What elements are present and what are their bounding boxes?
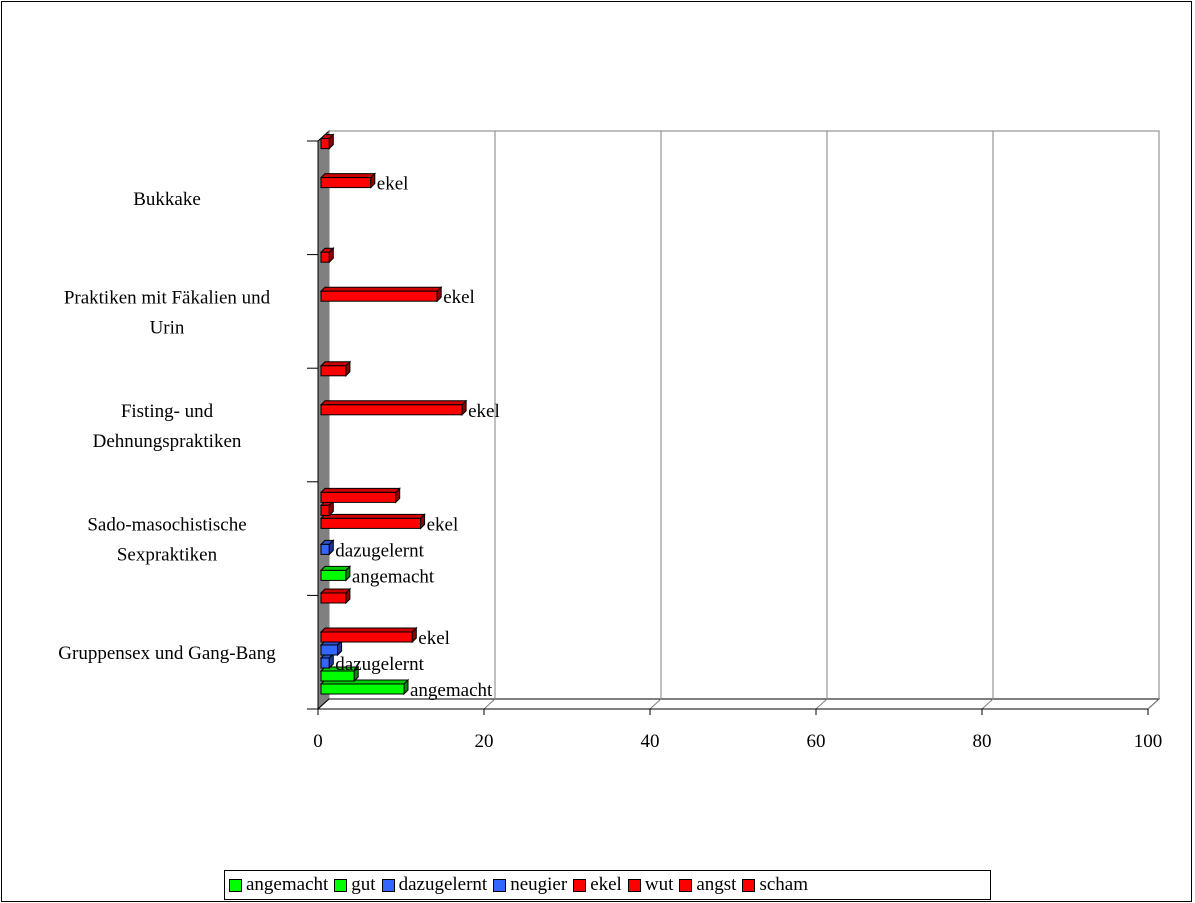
legend-item: neugier	[493, 874, 567, 896]
bar-angst	[320, 491, 397, 503]
bar-top-ekel	[319, 627, 418, 633]
legend-label: gut	[351, 874, 376, 895]
bar-end-scham	[328, 246, 334, 264]
plot-walls	[316, 129, 1161, 711]
bar-end-ekel	[411, 626, 417, 644]
bar-top-angst	[319, 487, 401, 493]
data-label: ekel	[468, 401, 500, 422]
bar-scham	[320, 365, 347, 377]
labels: 0 20 40 60 80 100 Gruppensex und Gang-Bang Sado…	[58, 174, 1162, 752]
category-label: Dehnungspraktiken	[93, 431, 242, 452]
bar-top-ekel	[319, 400, 468, 406]
category-label: Fisting- und	[121, 401, 214, 422]
legend-swatch	[229, 878, 242, 892]
legend-item: angst	[679, 874, 736, 896]
bar-end-dazugelernt	[328, 539, 334, 556]
legend-swatch	[493, 878, 507, 892]
data-label: dazugelernt	[335, 654, 424, 675]
legend-item: wut	[627, 874, 674, 896]
gridline-floor	[483, 698, 496, 710]
bar-end-scham	[345, 587, 351, 605]
bar-wut	[320, 504, 330, 516]
legend-swatch	[679, 878, 693, 892]
bar-top-ekel	[319, 286, 443, 292]
bar-top-ekel	[319, 173, 377, 179]
legend-swatch	[627, 878, 641, 892]
data-label: ekel	[443, 287, 475, 308]
category-label: Sexpraktiken	[117, 545, 218, 566]
x-tick-label: 100	[1134, 731, 1163, 752]
legend-swatch	[381, 878, 395, 892]
legend: angemacht gut dazugelernt neugier ekel wut ang…	[224, 870, 991, 900]
data-label: ekel	[427, 514, 459, 535]
gridlines	[483, 131, 1160, 710]
bar-top-ekel	[319, 513, 426, 519]
legend-item: dazugelernt	[381, 874, 488, 896]
legend-label: dazugelernt	[398, 874, 488, 895]
data-label: dazugelernt	[335, 540, 424, 561]
legend-label: wut	[644, 874, 674, 895]
gridline-floor	[981, 698, 994, 710]
legend-label: angemacht	[246, 874, 329, 895]
bar-top-scham	[319, 588, 352, 594]
bar-angemacht	[320, 569, 347, 581]
category-label: Gruppensex und Gang-Bang	[58, 643, 276, 664]
x-tick-label: 60	[807, 731, 826, 752]
bar-ekel	[320, 631, 413, 643]
bar-end-ekel	[436, 285, 442, 303]
bar-top-scham	[319, 361, 352, 367]
legend-swatch	[742, 878, 756, 892]
bar-angemacht	[320, 683, 405, 695]
bar-end-gut	[353, 665, 359, 683]
bar-end-scham	[328, 133, 334, 150]
legend-label: scham	[759, 874, 808, 895]
gridline-floor	[815, 698, 828, 710]
legend-swatch	[334, 878, 348, 892]
legend-swatch	[573, 878, 587, 892]
bar-ekel	[320, 404, 463, 416]
legend-label: angst	[696, 874, 737, 895]
data-label: angemacht	[410, 680, 493, 701]
bar-scham	[320, 251, 330, 263]
x-tick-label: 40	[641, 731, 660, 752]
bar-dazugelernt	[320, 657, 330, 669]
bar-end-angemacht	[345, 565, 351, 582]
bar-top-angemacht	[319, 565, 352, 571]
bars	[319, 133, 468, 696]
bar-end-ekel	[420, 513, 426, 530]
legend-label: neugier	[510, 874, 568, 895]
bar-ekel	[320, 177, 372, 189]
category-label: Urin	[150, 317, 185, 338]
category-label: Bukkake	[133, 189, 201, 210]
bar-dazugelernt	[320, 543, 330, 555]
legend-label: ekel	[590, 874, 622, 895]
x-tick-label: 80	[973, 731, 992, 752]
bar-ekel	[320, 290, 438, 302]
gridline-floor	[1147, 698, 1160, 710]
legend-item: ekel	[573, 874, 622, 896]
gridline-floor	[649, 698, 662, 710]
bar-end-angst	[395, 487, 401, 504]
bar-ekel	[320, 517, 422, 529]
x-tick-label: 20	[475, 731, 494, 752]
bar-end-angemacht	[403, 678, 409, 696]
bar-scham	[320, 592, 347, 604]
data-label: ekel	[418, 628, 450, 649]
data-label: angemacht	[352, 566, 435, 587]
legend-item: scham	[742, 874, 808, 896]
x-tick-label: 0	[313, 731, 323, 752]
bar-scham	[320, 138, 330, 150]
data-label: ekel	[377, 174, 409, 195]
category-label: Sado-masochistische	[87, 515, 246, 536]
bar-end-ekel	[370, 172, 376, 189]
side-wall	[317, 129, 330, 711]
legend-item: angemacht	[229, 874, 328, 896]
bar-end-scham	[345, 360, 351, 378]
bar-end-ekel	[461, 399, 467, 417]
axes	[307, 140, 1149, 715]
legend-item: gut	[334, 874, 376, 896]
category-label: Praktiken mit Fäkalien und	[64, 287, 271, 308]
